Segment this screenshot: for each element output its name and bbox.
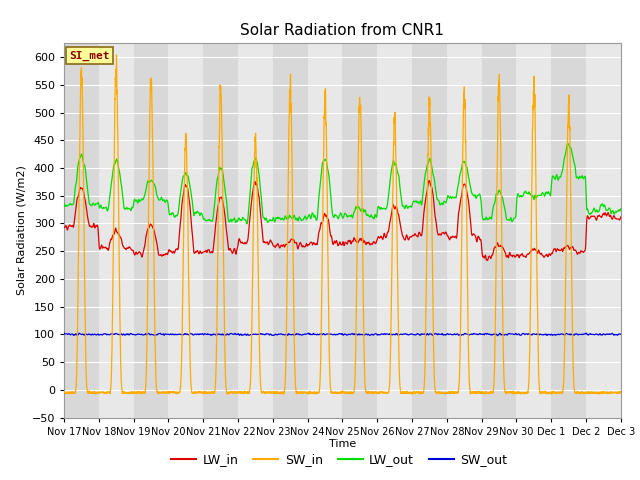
Bar xyxy=(134,43,168,418)
SW_in xyxy=(364,390,371,396)
LW_out xyxy=(60,201,68,206)
SW_in xyxy=(617,390,625,396)
SW_out xyxy=(495,331,503,337)
Line: LW_in: LW_in xyxy=(64,180,621,260)
SW_in xyxy=(60,389,68,395)
LW_out xyxy=(537,192,545,198)
SW_out xyxy=(537,332,545,337)
Bar xyxy=(273,43,308,418)
Bar xyxy=(204,43,238,418)
LW_in xyxy=(495,243,503,249)
LW_out xyxy=(175,199,183,204)
LW_in xyxy=(425,178,433,183)
LW_in xyxy=(60,225,68,230)
X-axis label: Time: Time xyxy=(329,439,356,449)
SW_out xyxy=(523,331,531,337)
SW_in xyxy=(176,389,184,395)
Bar xyxy=(99,43,134,418)
LW_in xyxy=(537,251,545,256)
LW_out xyxy=(564,141,572,146)
Bar xyxy=(238,43,273,418)
Bar xyxy=(551,43,586,418)
SW_out xyxy=(60,330,68,336)
LW_in xyxy=(393,205,401,211)
LW_in xyxy=(523,252,531,258)
SW_in xyxy=(537,390,545,396)
Text: SI_met: SI_met xyxy=(69,50,109,60)
LW_out xyxy=(243,221,251,227)
SW_in xyxy=(393,234,401,240)
Bar xyxy=(308,43,342,418)
Bar xyxy=(481,43,516,418)
Bar xyxy=(586,43,621,418)
Bar xyxy=(377,43,412,418)
SW_out xyxy=(493,333,501,338)
SW_in xyxy=(523,389,531,395)
Bar xyxy=(64,43,99,418)
Y-axis label: Solar Radiation (W/m2): Solar Radiation (W/m2) xyxy=(16,166,26,295)
Bar xyxy=(168,43,204,418)
LW_out xyxy=(617,206,625,212)
SW_in xyxy=(92,391,99,397)
LW_in xyxy=(175,231,183,237)
Line: LW_out: LW_out xyxy=(64,144,621,224)
SW_out xyxy=(393,331,401,336)
SW_out xyxy=(617,331,625,337)
Legend: LW_in, SW_in, LW_out, SW_out: LW_in, SW_in, LW_out, SW_out xyxy=(166,448,512,471)
Bar xyxy=(516,43,551,418)
LW_in xyxy=(484,257,492,263)
LW_in xyxy=(617,214,625,220)
SW_in xyxy=(495,72,503,77)
LW_out xyxy=(523,191,531,196)
LW_out xyxy=(364,213,371,218)
Bar xyxy=(447,43,481,418)
SW_out xyxy=(175,332,183,337)
SW_in xyxy=(113,52,120,58)
Bar xyxy=(412,43,447,418)
LW_out xyxy=(495,187,503,193)
Line: SW_out: SW_out xyxy=(64,333,621,336)
Bar xyxy=(342,43,377,418)
Title: Solar Radiation from CNR1: Solar Radiation from CNR1 xyxy=(241,23,444,38)
LW_in xyxy=(363,240,371,245)
LW_out xyxy=(393,167,401,173)
SW_out xyxy=(363,332,371,337)
Line: SW_in: SW_in xyxy=(64,55,621,394)
